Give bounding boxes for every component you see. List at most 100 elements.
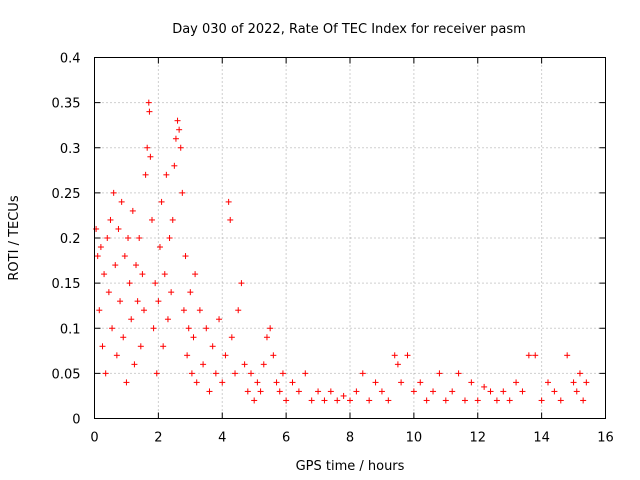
data-point [192,271,199,278]
data-point [372,379,379,386]
x-tick-label: 6 [282,431,290,446]
data-point [227,216,234,223]
data-point [155,298,162,305]
data-point [93,225,100,232]
data-point [423,397,430,404]
data-point [144,144,151,151]
data-point [580,397,587,404]
data-point [145,99,152,106]
y-tick-labels: 0 0.05 0.1 0.15 0.2 0.25 0.3 0.35 0.4 [52,52,81,428]
data-point [174,117,181,124]
x-tick-label: 0 [90,431,98,446]
data-point [270,352,277,359]
data-point [225,198,232,205]
x-tick-label: 8 [346,431,354,446]
data-point [172,135,179,142]
x-tick-label: 16 [597,431,614,446]
data-point [244,388,251,395]
data-point [158,198,165,205]
data-point [353,388,360,395]
chart-title: Day 030 of 2022, Rate Of TEC Index for r… [172,22,526,37]
data-point [257,388,264,395]
data-point [168,289,175,296]
data-point [260,361,267,368]
data-point [216,316,223,323]
y-tick-label: 0.15 [52,277,81,292]
data-point [487,388,494,395]
data-point [113,352,120,359]
data-point [146,108,153,115]
data-point [263,334,270,341]
data-point [150,325,157,332]
data-point [228,334,235,341]
data-point [137,343,144,350]
data-point [109,325,116,332]
data-point [449,388,456,395]
data-point [327,388,334,395]
grid-lines [94,57,606,419]
x-tick-label: 2 [154,431,162,446]
data-point [161,271,168,278]
data-point [347,397,353,404]
data-point [102,370,109,377]
data-point [206,388,213,395]
data-point [190,334,197,341]
data-point [169,216,176,223]
data-point [184,352,191,359]
data-point [276,388,283,395]
data-point [378,388,385,395]
data-point [468,379,475,386]
data-point [551,388,558,395]
data-point [160,343,167,350]
data-point [200,361,207,368]
y-tick-label: 0 [72,413,80,428]
data-point [493,397,500,404]
y-tick-label: 0.1 [60,322,81,337]
data-point [436,370,443,377]
x-axis-label: GPS time / hours [296,459,405,474]
data-point [254,379,261,386]
data-point [398,379,405,386]
data-point [385,397,392,404]
data-point [241,361,248,368]
y-tick-label: 0.2 [60,232,81,247]
y-axis-label: ROTI / TECUs [7,195,22,280]
y-tick-label: 0.3 [60,142,81,157]
data-point [209,343,216,350]
data-point [136,235,143,241]
data-point [442,397,449,404]
data-point [142,171,149,178]
data-point [129,207,136,214]
data-point [455,370,462,377]
data-point [340,392,347,399]
data-point [117,298,124,305]
data-point [121,253,128,260]
data-point [105,289,112,296]
x-tick-label: 14 [533,431,550,446]
data-point [302,370,309,377]
data-point [115,225,122,232]
data-point [166,235,173,241]
data-point [295,388,302,395]
data-point [147,153,154,160]
data-point [273,379,280,386]
data-point [179,189,186,196]
data-point [525,352,532,359]
data-point [163,171,170,178]
data-point [187,289,194,296]
data-point [152,280,159,287]
data-point [131,361,138,368]
data-point [94,253,101,260]
data-point [96,307,103,314]
data-point [410,388,417,395]
data-point [573,388,580,395]
data-point [391,352,398,359]
data-point [164,316,171,323]
data-points [93,99,590,404]
data-point [104,235,111,241]
data-point [125,235,132,241]
data-point [128,316,135,323]
y-tick-label: 0.35 [52,97,81,112]
data-point [321,397,328,404]
data-point [196,307,203,314]
